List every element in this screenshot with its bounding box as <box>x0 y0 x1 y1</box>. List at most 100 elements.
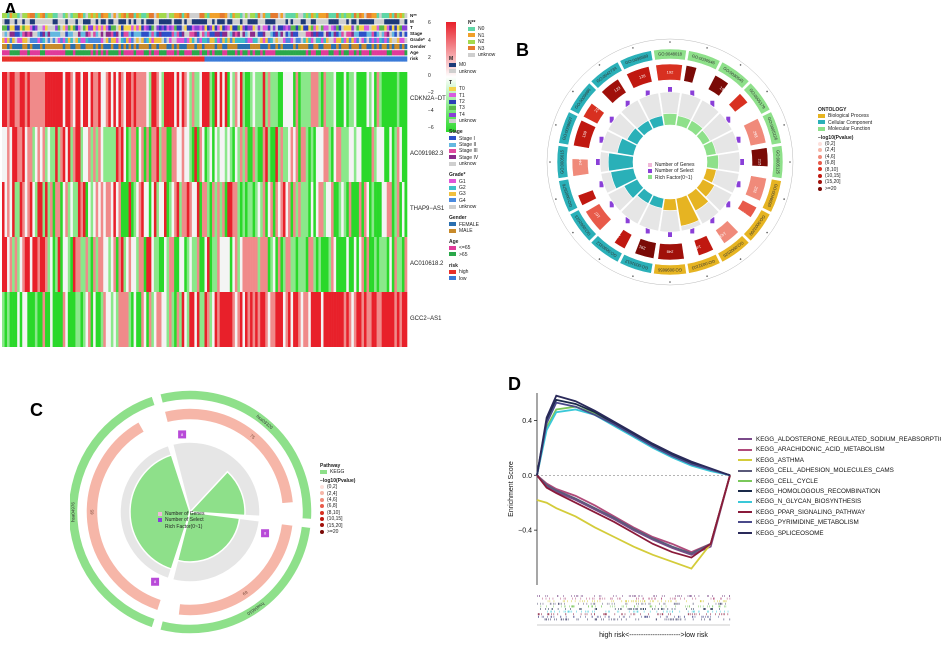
heatmap-cell <box>250 127 253 182</box>
heatmap-cell <box>305 292 309 347</box>
heatmap-cell <box>239 72 243 127</box>
annotation-cell <box>196 56 200 62</box>
heatmap-cell <box>158 127 162 182</box>
heatmap-cell <box>70 237 74 292</box>
annotation-cell <box>75 50 79 56</box>
annotation-cell <box>77 50 81 56</box>
heatmap-cell <box>379 292 382 347</box>
annotation-cell <box>300 56 304 62</box>
ontology-item: Biological Process <box>818 113 872 119</box>
heatmap-cell <box>217 72 220 127</box>
annotation-cell <box>270 37 274 43</box>
annotation-cell <box>118 25 122 31</box>
heatmap-cell <box>50 127 53 182</box>
annotation-cell <box>394 13 398 19</box>
annotation-cell <box>186 25 190 31</box>
heatmap-cell <box>214 182 218 237</box>
annotation-cell <box>128 19 132 25</box>
annotation-cell <box>164 44 167 50</box>
heatmap-cell <box>113 237 117 292</box>
annotation-cell <box>255 25 258 31</box>
heatmap-cell <box>285 292 289 347</box>
annotation-cell <box>351 37 355 43</box>
annotation-cell <box>105 19 109 25</box>
heatmap-cell <box>29 237 33 292</box>
annotation-cell <box>282 50 286 56</box>
annotation-cell <box>298 56 301 62</box>
rich-factor-bar <box>686 187 710 212</box>
heatmap-cell <box>128 72 132 127</box>
heatmap-cell <box>120 182 124 237</box>
annotation-cell <box>386 37 390 43</box>
annotation-cell <box>161 13 165 19</box>
annotation-cell <box>2 31 5 37</box>
annotation-cell <box>171 19 175 25</box>
heatmap-cell <box>199 292 203 347</box>
annotation-cell <box>153 37 157 43</box>
annotation-cell <box>300 25 304 31</box>
annotation-cell <box>204 19 208 25</box>
heatmap-cell <box>110 292 114 347</box>
heatmap-cell <box>234 127 238 182</box>
annotation-cell <box>171 56 175 62</box>
heatmap-cell <box>399 127 403 182</box>
annotation-cell <box>72 37 76 43</box>
pvalue-item: (8,10] <box>818 167 872 173</box>
heatmap-cell <box>158 237 162 292</box>
annotation-cell <box>100 25 104 31</box>
heatmap-cell <box>389 127 393 182</box>
heatmap-cell <box>32 292 36 347</box>
heatmap-cell <box>265 182 269 237</box>
heatmap-cell <box>313 127 317 182</box>
annotation-cell <box>181 13 185 19</box>
annotation-cell <box>136 50 139 56</box>
annotation-cell <box>47 50 51 56</box>
annotation-cell <box>265 25 269 31</box>
heatmap-cell <box>153 127 157 182</box>
annotation-cell <box>320 37 324 43</box>
annotation-cell <box>396 31 400 37</box>
annotation-cell <box>37 19 41 25</box>
heatmap-cell <box>341 127 345 182</box>
annotation-cell <box>75 25 79 31</box>
annotation-cell <box>52 44 56 50</box>
annotation-cell <box>323 44 327 50</box>
kegg-select-marker <box>178 430 187 439</box>
annotation-cell <box>199 25 203 31</box>
heatmap-cell <box>113 72 117 127</box>
annotation-cell <box>242 25 246 31</box>
annotation-cell <box>384 44 388 50</box>
annotation-cell <box>60 31 64 37</box>
annotation-cell <box>348 50 352 56</box>
heatmap-cell <box>323 72 327 127</box>
heatmap-cell <box>151 72 155 127</box>
annotation-cell <box>52 19 56 25</box>
annotation-cell <box>369 44 372 50</box>
annotation-cell <box>288 19 291 25</box>
annotation-cell <box>260 19 264 25</box>
heatmap-cell <box>285 182 289 237</box>
heatmap-cell <box>39 72 43 127</box>
annotation-cell <box>217 56 220 62</box>
annotation-cell <box>14 44 18 50</box>
annotation-cell <box>67 44 71 50</box>
legend-item: high <box>449 269 468 275</box>
heatmap-cell <box>83 237 86 292</box>
annotation-cell <box>141 50 145 56</box>
heatmap-cell <box>275 72 279 127</box>
heatmap-cell <box>199 182 203 237</box>
heatmap-cell <box>88 127 91 182</box>
annotation-cell <box>288 13 291 19</box>
annotation-cell <box>353 50 357 56</box>
heatmap-cell <box>181 182 185 237</box>
heatmap-cell <box>7 292 10 347</box>
legend-item: Stage III <box>449 148 478 154</box>
heatmap-cell <box>32 72 36 127</box>
heatmap-cell <box>222 292 226 347</box>
heatmap-cell <box>295 182 299 237</box>
heatmap-cell <box>4 292 8 347</box>
annotation-cell <box>138 25 142 31</box>
annotation-cell <box>32 13 36 19</box>
annotation-cell <box>234 13 238 19</box>
annotation-cell <box>346 19 350 25</box>
